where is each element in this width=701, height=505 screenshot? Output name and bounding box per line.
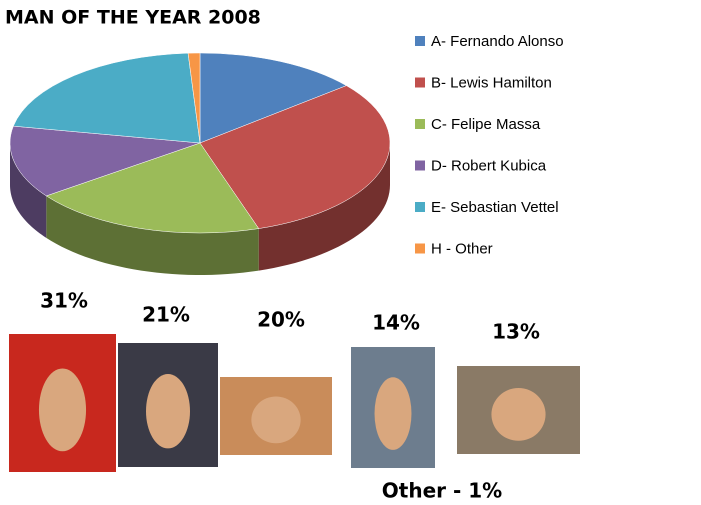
value-label: 21% — [142, 303, 190, 327]
legend-swatch — [415, 119, 425, 129]
legend-label: B- Lewis Hamilton — [431, 74, 552, 91]
legend-swatch — [415, 202, 425, 212]
legend-label: E- Sebastian Vettel — [431, 199, 559, 216]
pie-slice — [13, 52, 201, 144]
legend-swatch — [415, 36, 425, 46]
pie-slice — [199, 52, 347, 144]
pie-slice — [9, 125, 201, 197]
value-label: 14% — [372, 311, 420, 335]
legend-swatch — [415, 243, 425, 254]
legend-swatch — [415, 77, 425, 88]
photo-face — [146, 374, 190, 449]
photo-face — [374, 377, 412, 450]
value-label: 20% — [257, 308, 305, 332]
legend-label: A- Fernando Alonso — [431, 33, 564, 50]
photo-face — [38, 368, 87, 452]
value-label: 31% — [40, 289, 88, 313]
pie-slice — [187, 52, 201, 144]
pie-slice-side — [10, 143, 47, 238]
pie — [9, 52, 391, 275]
photo-face — [491, 388, 546, 441]
legend-label: H - Other — [431, 240, 493, 257]
chart-title: MAN OF THE YEAR 2008 — [5, 7, 261, 29]
pie-slice-side — [46, 195, 259, 275]
legend: A- Fernando Alonso B- Lewis Hamilton C- Fe… — [415, 33, 564, 257]
photo-face — [251, 396, 301, 444]
photos: 14% 31% 20% 13% 21% Other - 1% — [9, 289, 580, 503]
value-label: 13% — [492, 320, 540, 344]
pie-slice — [45, 142, 260, 234]
pie-slice-side — [258, 143, 390, 271]
legend-label: D- Robert Kubica — [431, 157, 547, 174]
value-label: Other - 1% — [382, 479, 502, 503]
pie-slice — [199, 85, 391, 229]
legend-swatch — [415, 160, 425, 171]
legend-label: C- Felipe Massa — [431, 116, 541, 133]
